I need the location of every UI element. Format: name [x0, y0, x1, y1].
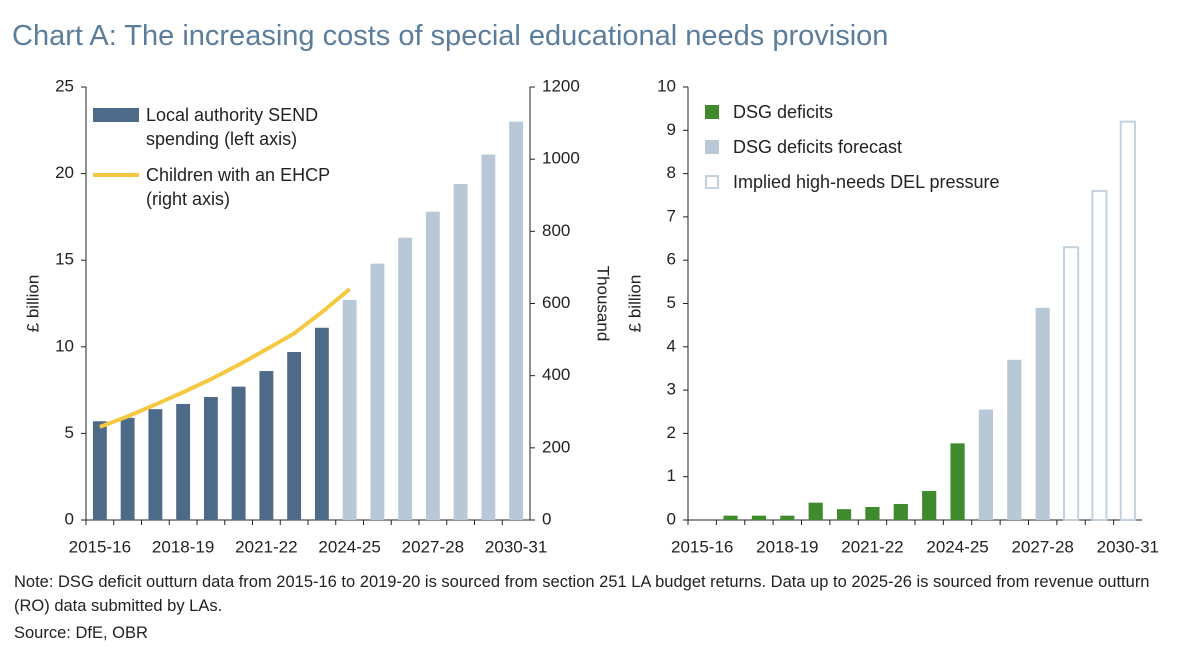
line: [99, 287, 351, 429]
bar: [1007, 359, 1022, 520]
x-tick-label: 2015-16: [69, 537, 131, 556]
y-tick-label: 7: [667, 206, 676, 225]
y-tick-label: 20: [55, 163, 74, 182]
y-axis-label: £ billion: [625, 275, 644, 333]
note: Note: DSG deficit outturn data from 2015…: [14, 573, 1150, 615]
legend-item: Children with an EHCP (right axis): [93, 163, 351, 211]
y2-tick-label: 1000: [542, 149, 580, 168]
y-tick-label: 10: [657, 76, 676, 95]
bar: [398, 237, 413, 520]
legend-label: Children with an EHCP (right axis): [146, 165, 330, 209]
x-tick-label: 2018-19: [152, 537, 214, 556]
legend-swatch: [93, 173, 139, 177]
bar: [780, 515, 795, 520]
bar: [259, 371, 274, 520]
y-tick-label: 6: [667, 250, 676, 269]
y-tick-label: 8: [667, 163, 676, 182]
y-tick-label: 3: [667, 380, 676, 399]
y2-tick-label: 800: [542, 221, 570, 240]
bar: [865, 507, 880, 520]
x-tick-label: 2018-19: [756, 537, 818, 556]
legend-item: DSG deficits: [705, 100, 999, 124]
bar: [922, 490, 937, 520]
x-tick-label: 2027-28: [1011, 537, 1073, 556]
bar: [176, 403, 191, 520]
y-tick-label: 5: [65, 423, 74, 442]
x-tick-label: 2021-22: [841, 537, 903, 556]
bar: [751, 515, 767, 520]
bar: [893, 503, 908, 520]
bar: [723, 515, 738, 520]
y2-tick-label: 400: [542, 365, 570, 384]
y2-tick-label: 0: [542, 509, 551, 528]
bar: [370, 263, 385, 520]
bar: [287, 351, 302, 520]
bar: [808, 502, 823, 520]
y2-tick-label: 600: [542, 293, 570, 312]
legend-swatch: [705, 175, 719, 189]
source: Source: DfE, OBR: [14, 624, 148, 642]
x-tick-label: 2027-28: [402, 537, 464, 556]
legend-swatch: [705, 105, 719, 119]
bar: [314, 327, 329, 520]
legend-label: DSG deficits: [733, 102, 834, 122]
bar: [453, 183, 468, 520]
bar: [342, 300, 357, 520]
bar: [92, 421, 107, 520]
y-tick-label: 10: [55, 336, 74, 355]
x-tick-label: 2024-25: [926, 537, 988, 556]
bar: [148, 409, 163, 520]
bar: [1062, 246, 1080, 522]
legend-swatch: [93, 108, 139, 122]
y-tick-label: 2: [667, 423, 676, 442]
bar: [1091, 189, 1108, 521]
bar: [1035, 307, 1050, 520]
legend-item: Implied high-needs DEL pressure: [705, 170, 999, 194]
bar: [120, 417, 135, 520]
y-tick-label: 1: [667, 466, 676, 485]
y-tick-label: 9: [667, 120, 676, 139]
y2-tick-label: 200: [542, 437, 570, 456]
y-tick-label: 15: [55, 250, 74, 269]
bar: [481, 154, 496, 520]
y2-axis-label: Thousand: [594, 266, 613, 342]
x-tick-label: 2021-22: [235, 537, 297, 556]
legend-item: Local authority SEND spending (left axis…: [93, 103, 351, 151]
y-tick-label: 0: [65, 509, 74, 528]
y-tick-label: 4: [667, 336, 676, 355]
legend-swatch: [705, 140, 719, 154]
bar: [950, 443, 965, 520]
x-tick-label: 2030-31: [1097, 537, 1159, 556]
legend-label: Implied high-needs DEL pressure: [733, 172, 1000, 192]
x-tick-label: 2024-25: [318, 537, 380, 556]
bar: [1119, 120, 1136, 521]
bar: [978, 409, 994, 520]
bar: [203, 397, 218, 520]
legend-label: Local authority SEND spending (left axis…: [146, 105, 319, 149]
legend: Local authority SEND spending (left axis…: [93, 103, 351, 223]
legend: DSG deficits DSG deficits forecast Implied…: [705, 100, 999, 205]
legend-label: DSG deficits forecast: [733, 137, 903, 157]
y-tick-label: 0: [667, 509, 676, 528]
bar: [425, 211, 440, 521]
bar: [231, 386, 246, 520]
x-tick-label: 2015-16: [671, 537, 733, 556]
title: Chart A: The increasing costs of special…: [12, 20, 889, 52]
bar: [836, 509, 852, 520]
x-tick-label: 2030-31: [485, 537, 547, 556]
y2-tick-label: 1200: [542, 76, 580, 95]
y-tick-label: 5: [667, 293, 676, 312]
legend-item: DSG deficits forecast: [705, 135, 999, 159]
bar: [509, 121, 524, 520]
y-axis-label: £ billion: [23, 275, 42, 333]
y-tick-label: 25: [55, 76, 74, 95]
